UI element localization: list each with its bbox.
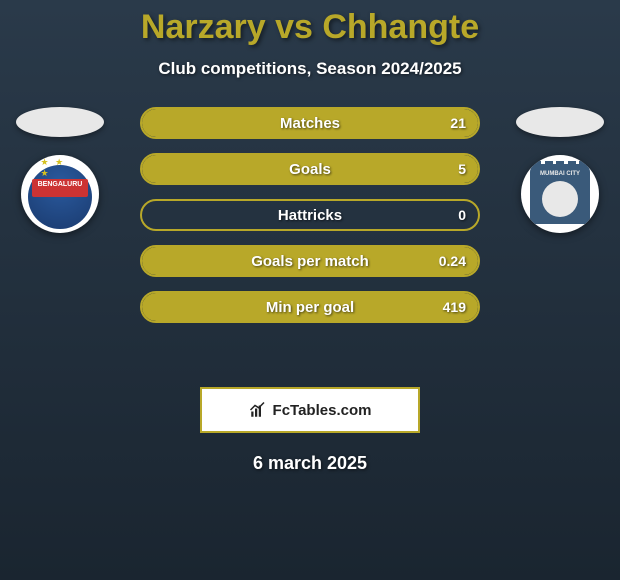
stat-row: Min per goal 419 [140, 291, 480, 323]
stat-label: Hattricks [278, 207, 342, 224]
watermark-label: FcTables.com [273, 402, 372, 419]
left-club-label: BENGALURU [21, 181, 99, 188]
stat-row: Goals per match 0.24 [140, 245, 480, 277]
right-club-label: MUMBAI CITY [521, 171, 599, 177]
stats-list: Matches 21 Goals 5 Hattricks 0 Goals per match… [140, 107, 480, 323]
stat-row: Goals 5 [140, 153, 480, 185]
comparison-area: ★ ★ ★ BENGALURU MUMBAI CITY Matches 21 Goa… [0, 107, 620, 367]
stat-right-value: 21 [450, 115, 466, 131]
stat-right-value: 5 [458, 161, 466, 177]
date-label: 6 march 2025 [0, 453, 620, 474]
watermark[interactable]: FcTables.com [200, 387, 420, 433]
left-club-badge: ★ ★ ★ BENGALURU [21, 155, 99, 233]
stat-right-value: 0 [458, 207, 466, 223]
right-player-avatar [516, 107, 604, 137]
stat-right-value: 419 [443, 299, 466, 315]
stat-label: Matches [280, 115, 340, 132]
right-player-column: MUMBAI CITY [510, 107, 610, 233]
stat-label: Min per goal [266, 299, 354, 316]
subtitle: Club competitions, Season 2024/2025 [0, 59, 620, 79]
stars-icon: ★ ★ ★ [41, 157, 80, 179]
right-club-badge: MUMBAI CITY [521, 155, 599, 233]
crenels-icon [533, 161, 587, 169]
page-title: Narzary vs Chhangte [0, 0, 620, 47]
stat-label: Goals per match [251, 253, 369, 270]
stat-label: Goals [289, 161, 331, 178]
chart-icon [249, 401, 267, 419]
left-player-column: ★ ★ ★ BENGALURU [10, 107, 110, 233]
stat-row: Hattricks 0 [140, 199, 480, 231]
stat-right-value: 0.24 [439, 253, 466, 269]
left-player-avatar [16, 107, 104, 137]
stat-row: Matches 21 [140, 107, 480, 139]
badge-inner-circle-icon [542, 181, 578, 217]
